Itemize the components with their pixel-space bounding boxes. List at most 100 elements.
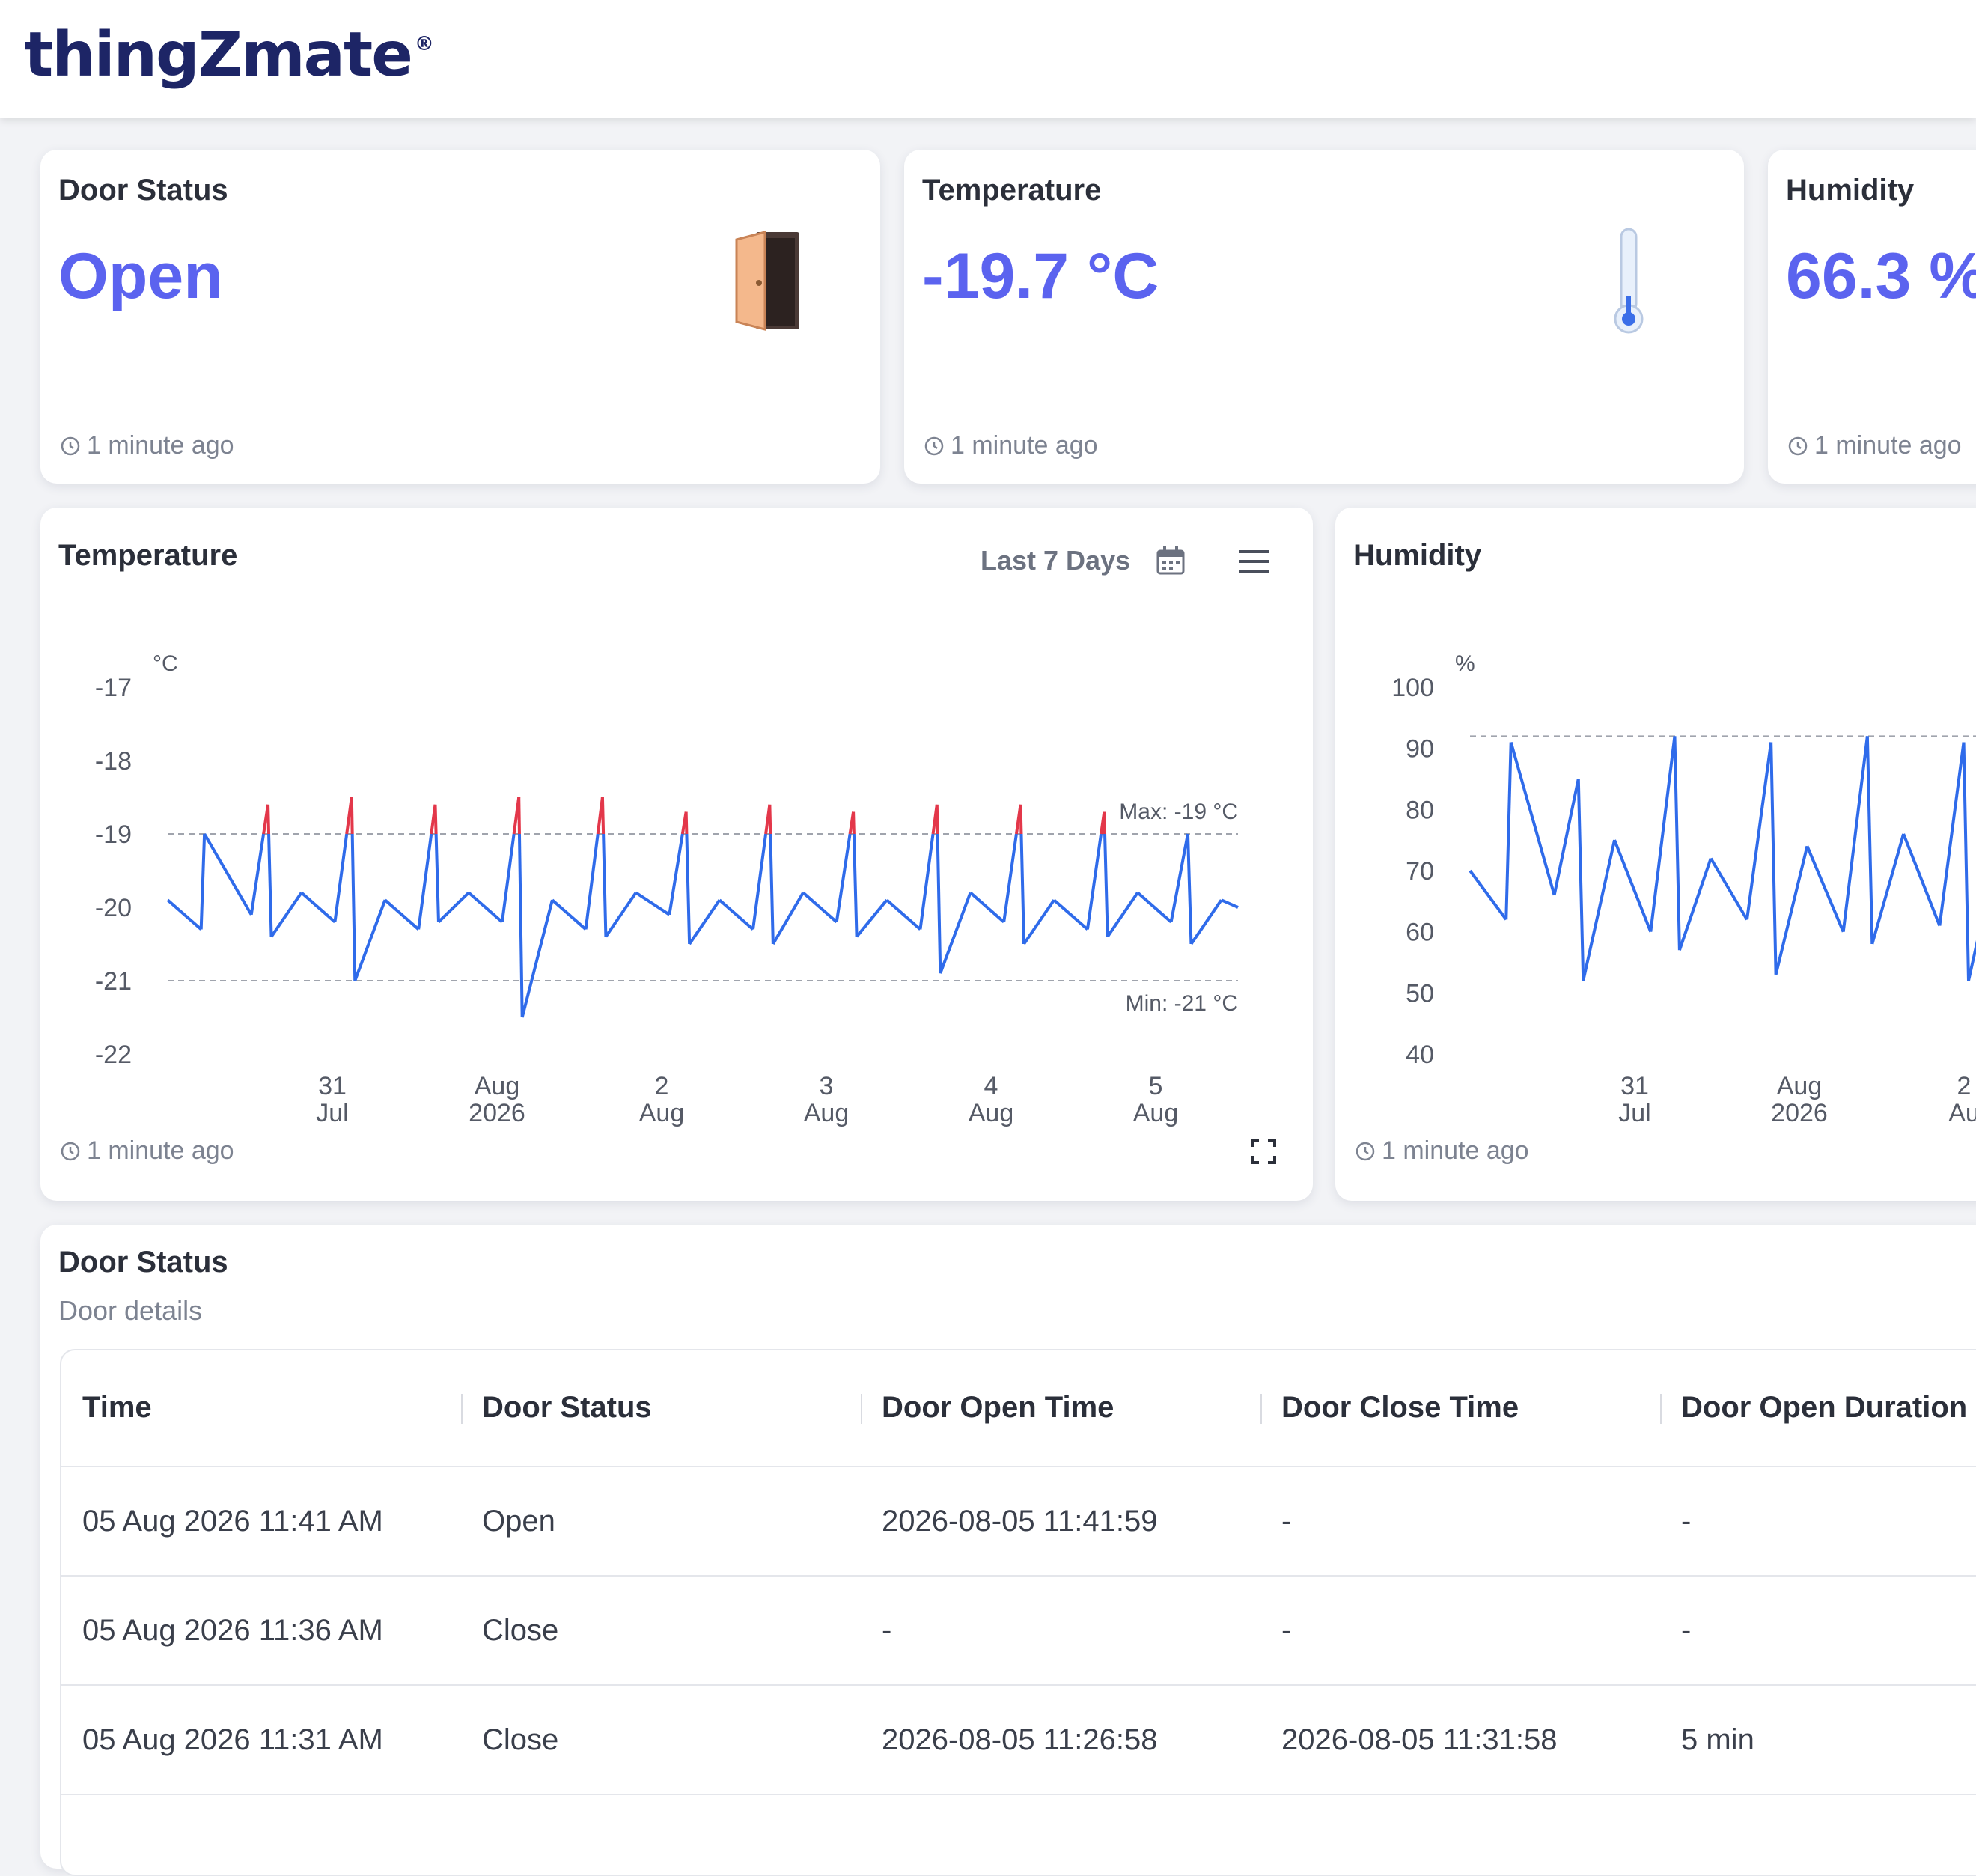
series-line-segment: [467, 891, 504, 924]
cell-door-close-time: 2026-08-05 11:31:58: [1281, 1723, 1558, 1756]
table-row[interactable]: 05 Aug 2026 11:41 AM Open 2026-08-05 11:…: [61, 1467, 1976, 1577]
x-tick-label: 31: [318, 1072, 347, 1100]
series-line-segment: [203, 832, 253, 916]
cell-door-open-time: -: [882, 1614, 892, 1647]
x-tick-label: Aug: [639, 1099, 685, 1127]
y-tick-label: 40: [1406, 1041, 1434, 1069]
series-line-segment: [520, 899, 554, 1018]
door-icon: [726, 228, 808, 332]
temperature-value: -19.7 °C: [922, 240, 1159, 312]
temperature-chart-panel: Temperature Last 7 Days °C -17 -18 -19 -20 -2…: [40, 508, 1313, 1201]
series-line-segment: [751, 833, 768, 930]
cell-time: 05 Aug 2026 11:41 AM: [82, 1505, 383, 1538]
column-divider: [1260, 1394, 1262, 1424]
last-updated-text: 1 minute ago: [1814, 431, 1962, 460]
column-divider: [461, 1394, 463, 1424]
x-tick-label: 3: [820, 1072, 834, 1100]
x-tick-label: 5: [1149, 1072, 1163, 1100]
brand-logo[interactable]: thingZmate ®: [24, 19, 434, 102]
series-line-segment: [1962, 742, 1970, 981]
series-line-segment: [384, 898, 420, 931]
series-line-segment: [918, 833, 935, 930]
series-line-segment: [939, 892, 972, 974]
series-line-segment: [1774, 845, 1809, 975]
column-header-door-status[interactable]: Door Status: [482, 1391, 652, 1424]
series-line-segment: [1902, 833, 1942, 927]
series-line-segment: [1052, 898, 1089, 931]
series-line-segment: [852, 833, 859, 937]
x-tick-label: 2: [1957, 1072, 1972, 1100]
series-line-segment: [852, 811, 856, 835]
column-header-door-open-time[interactable]: Door Open Time: [882, 1391, 1114, 1424]
x-tick-label: 31: [1620, 1072, 1649, 1100]
series-line-segment: [856, 898, 888, 938]
series-line-segment: [199, 833, 207, 930]
y-tick-label: 90: [1406, 735, 1434, 764]
series-line-segment: [437, 891, 470, 924]
table-header-row: Time Door Status Door Open Time Door Clo…: [61, 1350, 1976, 1467]
x-tick-label: Aug: [969, 1099, 1014, 1127]
series-line-segment: [1649, 736, 1677, 932]
series-line-segment: [604, 892, 638, 938]
thermometer-icon: [1606, 225, 1651, 337]
min-threshold-label: Min: -21 °C: [1126, 991, 1238, 1016]
x-tick-label: Jul: [1618, 1099, 1650, 1127]
card-title: Temperature: [922, 174, 1102, 207]
series-line-segment: [1186, 833, 1193, 945]
cell-door-open-duration: 5 min: [1681, 1723, 1754, 1756]
chart-menu-icon[interactable]: [1238, 548, 1271, 575]
calendar-icon[interactable]: [1156, 545, 1186, 576]
series-line-segment: [300, 891, 336, 924]
series-line-segment: [1967, 939, 1976, 981]
table-row[interactable]: 05 Aug 2026 11:31 AM Close 2026-08-05 11…: [61, 1686, 1976, 1795]
max-threshold-label: Max: -19 °C: [1119, 800, 1238, 824]
humidity-chart-panel: Humidity % 100 90 80 70 60 50 40 31 Jul Aug 2026 2 Au…: [1335, 508, 1976, 1201]
clock-icon: [61, 436, 80, 455]
card-title: Humidity: [1786, 174, 1915, 207]
column-header-door-open-duration[interactable]: Door Open Duration: [1681, 1391, 1968, 1424]
cell-door-open-duration: -: [1681, 1614, 1692, 1647]
series-line-segment: [1019, 833, 1025, 945]
cell-time: 05 Aug 2026 11:36 AM: [82, 1614, 383, 1647]
series-line-segment: [1103, 833, 1109, 937]
series-line-segment: [350, 797, 354, 835]
date-range-label[interactable]: Last 7 Days: [981, 545, 1131, 576]
humidity-value: 66.3 %: [1786, 240, 1976, 312]
series-line-segment: [1805, 845, 1845, 933]
series-line-segment: [1189, 899, 1223, 945]
x-tick-label: Au: [1948, 1099, 1976, 1127]
series-line-segment: [266, 804, 271, 835]
series-line-segment: [1504, 742, 1513, 920]
fullscreen-icon[interactable]: [1250, 1138, 1277, 1165]
series-line-segment: [1576, 779, 1585, 981]
y-tick-label: -19: [95, 820, 132, 849]
series-line-segment: [685, 833, 692, 945]
last-updated-text: 1 minute ago: [87, 431, 234, 460]
x-tick-label: 2: [655, 1072, 669, 1100]
series-line-segment: [602, 833, 608, 937]
temperature-line-chart[interactable]: °C-17-18-19-20-21-2231JulAug20262Aug3Aug…: [40, 582, 1313, 1166]
x-tick-label: Aug: [475, 1072, 520, 1100]
x-tick-label: 2026: [1771, 1099, 1828, 1127]
table-subtitle: Door details: [58, 1295, 203, 1326]
series-line-segment: [1841, 736, 1869, 932]
last-updated: 1 minute ago: [60, 431, 234, 460]
last-updated: 1 minute ago: [924, 431, 1098, 460]
x-tick-label: Aug: [1133, 1099, 1179, 1127]
last-updated-text: 1 minute ago: [951, 431, 1098, 460]
series-line-segment: [684, 811, 689, 835]
series-line-segment: [635, 891, 671, 916]
series-line-segment: [969, 891, 1005, 924]
series-line-segment: [350, 833, 357, 981]
series-line-segment: [1673, 736, 1681, 951]
series-line-segment: [769, 833, 775, 945]
column-divider: [1660, 1394, 1662, 1424]
cell-door-open-time: 2026-08-05 11:26:58: [882, 1723, 1158, 1756]
column-header-time[interactable]: Time: [82, 1391, 152, 1424]
table-row[interactable]: 05 Aug 2026 11:36 AM Close - - -: [61, 1577, 1976, 1686]
last-updated: 1 minute ago: [60, 1136, 234, 1166]
humidity-card: Humidity 66.3 % 1 minute ago: [1768, 150, 1976, 484]
series-line-segment: [333, 833, 349, 922]
column-header-door-close-time[interactable]: Door Close Time: [1281, 1391, 1519, 1424]
